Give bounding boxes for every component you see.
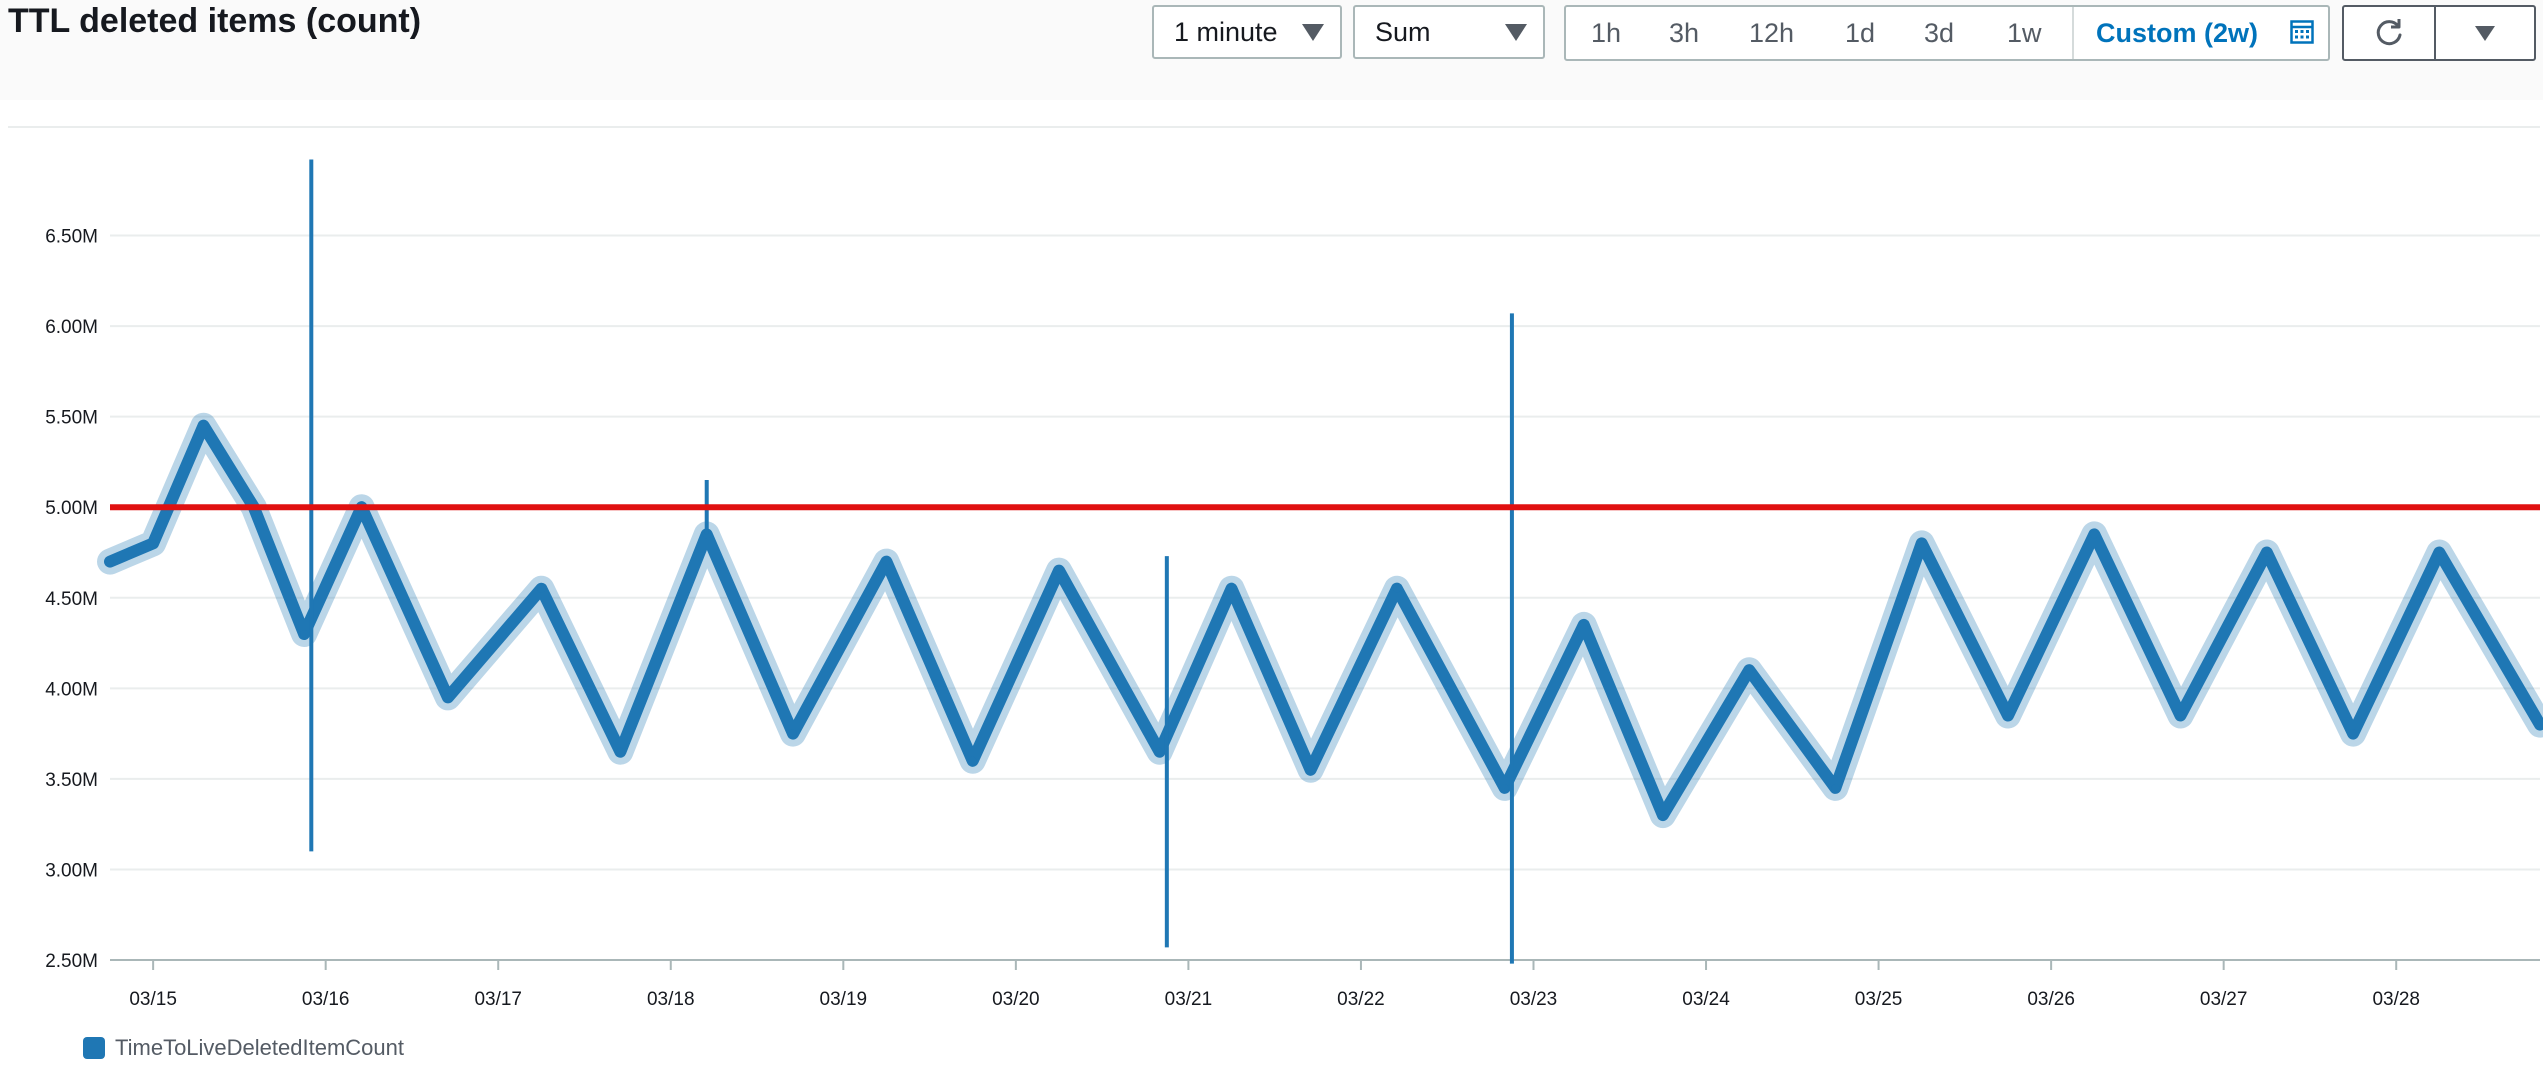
x-tick-label: 03/15 [129,989,177,1010]
x-tick-label: 03/17 [474,989,522,1010]
range-1h[interactable]: 1h [1591,17,1622,48]
period-dropdown[interactable]: 1 minute [1152,5,1342,59]
data-point [2090,530,2099,539]
range-12h[interactable]: 12h [1749,17,1795,48]
x-tick-label: 03/21 [1165,989,1213,1010]
legend-swatch [83,1037,105,1059]
y-tick-label: 6.00M [45,317,98,338]
data-point [2176,711,2185,720]
refresh-button[interactable] [2344,7,2436,59]
statistic-dropdown[interactable]: Sum [1353,5,1545,59]
data-point [1745,666,1754,675]
data-point [968,756,977,765]
data-point [1392,584,1401,593]
x-tick-label: 03/23 [1510,989,1558,1010]
data-point [1917,539,1926,548]
x-tick-label: 03/22 [1337,989,1385,1010]
x-tick-label: 03/25 [1855,989,1903,1010]
data-point [1658,811,1667,820]
data-point [2262,548,2271,557]
x-axis: 03/15 03/16 03/17 03/18 03/19 03/20 03/21 03/22… [129,960,2420,1010]
data-point [2536,720,2543,729]
range-custom-label: Custom (2w) [2096,17,2258,48]
caret-down-icon [1505,24,1527,41]
widget-title: TTL deleted items (count) [8,2,422,40]
series-noise-band [97,412,2543,829]
y-tick-label: 5.00M [45,498,98,519]
y-tick-label: 4.00M [45,679,98,700]
y-tick-label: 5.50M [45,408,98,429]
y-tick-label: 4.50M [45,589,98,610]
caret-down-icon [1302,24,1324,41]
calendar-icon [2290,20,2314,44]
data-point [1579,620,1588,629]
data-point [882,557,891,566]
period-value: 1 minute [1174,16,1278,47]
range-1d[interactable]: 1d [1845,17,1876,48]
y-tick-label: 2.50M [45,951,98,972]
y-axis: 6.50M 6.00M 5.50M 5.00M 4.50M 4.00M 3.50M 3.00M… [45,227,98,972]
data-point [2003,711,2012,720]
data-point [199,421,208,430]
data-point [788,729,797,738]
data-point [149,539,158,548]
refresh-icon [2376,19,2402,46]
y-tick-label: 3.50M [45,770,98,791]
x-tick-label: 03/27 [2200,989,2248,1010]
x-tick-label: 03/28 [2372,989,2420,1010]
data-point [300,630,309,638]
data-point [2435,548,2444,557]
data-point [1306,765,1315,774]
range-3h[interactable]: 3h [1669,17,1700,48]
refresh-button-group [2342,5,2536,61]
range-custom-button[interactable]: Custom (2w) [2072,7,2328,59]
legend[interactable]: TimeToLiveDeletedItemCount [83,1033,404,1063]
x-tick-label: 03/19 [820,989,868,1010]
x-tick-label: 03/24 [1682,989,1730,1010]
data-point [1155,747,1164,756]
data-point [1500,783,1509,792]
x-tick-label: 03/26 [2027,989,2075,1010]
x-tick-label: 03/18 [647,989,695,1010]
range-1w[interactable]: 1w [2007,17,2042,48]
data-point [616,747,625,756]
y-tick-label: 6.50M [45,227,98,248]
x-tick-label: 03/20 [992,989,1040,1010]
caret-down-icon [2475,25,2495,41]
data-point [537,584,546,593]
grid-lines [110,234,2540,961]
data-point [106,557,114,566]
range-3d[interactable]: 3d [1924,17,1955,48]
data-point [1054,566,1063,575]
data-point [1831,783,1840,792]
data-point [1227,584,1236,593]
data-point [443,693,452,702]
x-tick-label: 03/16 [302,989,350,1010]
data-point [2349,729,2358,738]
header-divider [8,126,2540,128]
series-layer [97,159,2543,964]
statistic-value: Sum [1375,16,1431,47]
refresh-options-button[interactable] [2436,7,2534,59]
time-range-selector: 1h 3h 12h 1d 3d 1w Custom (2w) [1564,5,2330,61]
legend-label: TimeToLiveDeletedItemCount [115,1035,404,1060]
y-tick-label: 3.00M [45,860,98,881]
